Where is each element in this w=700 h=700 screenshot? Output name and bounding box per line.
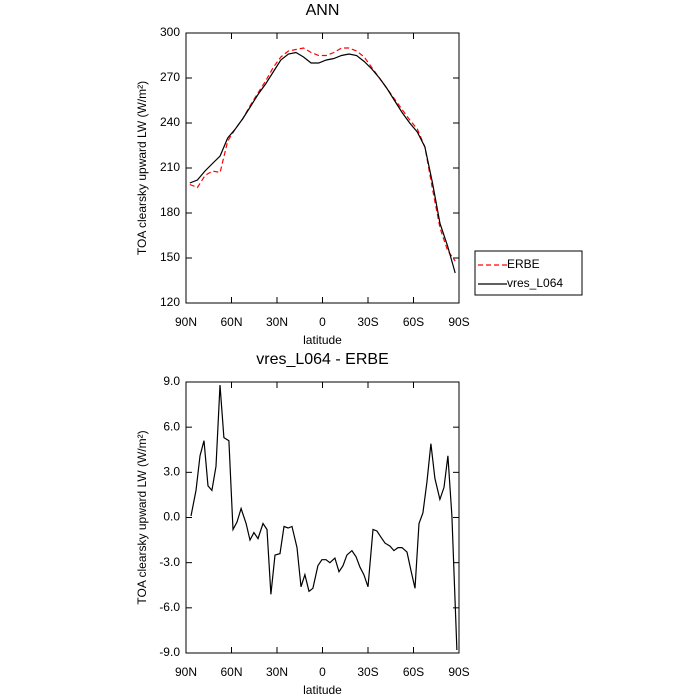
x-tick-label: 60S (403, 315, 424, 329)
y-tick-label: 180 (160, 205, 180, 219)
plot-frame (185, 32, 460, 304)
y-tick-label: 9.0 (163, 374, 180, 388)
y-tick-label: -6.0 (159, 600, 180, 614)
y-tick-label: 120 (160, 295, 180, 309)
chart-title: vres_L064 - ERBE (256, 351, 389, 368)
x-tick-label: 30S (357, 315, 378, 329)
legend-label: ERBE (507, 257, 540, 271)
y-tick-label: 300 (160, 25, 180, 39)
y-tick-label: 210 (160, 160, 180, 174)
y-tick-label: -3.0 (159, 555, 180, 569)
y-tick-label: -9.0 (159, 645, 180, 659)
x-tick-label: 60N (220, 315, 242, 329)
x-tick-label: 90N (175, 665, 197, 679)
legend-label: vres_L064 (507, 276, 563, 290)
x-axis-label: latitude (303, 683, 342, 697)
plot-frame (185, 381, 460, 654)
x-tick-label: 30N (266, 665, 288, 679)
y-tick-label: 0.0 (163, 510, 180, 524)
y-axis-label: TOA clearsky upward LW (W/m²) (135, 81, 149, 255)
x-tick-label: 0 (319, 315, 326, 329)
x-tick-label: 90N (175, 315, 197, 329)
data-line (189, 47, 456, 262)
x-tick-label: 60S (403, 665, 424, 679)
y-tick-label: 270 (160, 70, 180, 84)
x-tick-label: 60N (220, 665, 242, 679)
data-line (189, 51, 456, 274)
x-tick-label: 30N (266, 315, 288, 329)
y-tick-label: 6.0 (163, 419, 180, 433)
legend-box (474, 250, 583, 296)
y-tick-label: 240 (160, 115, 180, 129)
data-line (190, 384, 458, 651)
x-tick-label: 90S (448, 315, 469, 329)
x-tick-label: 0 (319, 665, 326, 679)
x-tick-label: 30S (357, 665, 378, 679)
x-axis-label: latitude (303, 333, 342, 347)
x-tick-label: 90S (448, 665, 469, 679)
y-tick-label: 3.0 (163, 465, 180, 479)
y-axis-label: TOA clearsky upward LW (W/m²) (135, 430, 149, 604)
chart-title: ANN (306, 2, 340, 19)
y-tick-label: 150 (160, 250, 180, 264)
